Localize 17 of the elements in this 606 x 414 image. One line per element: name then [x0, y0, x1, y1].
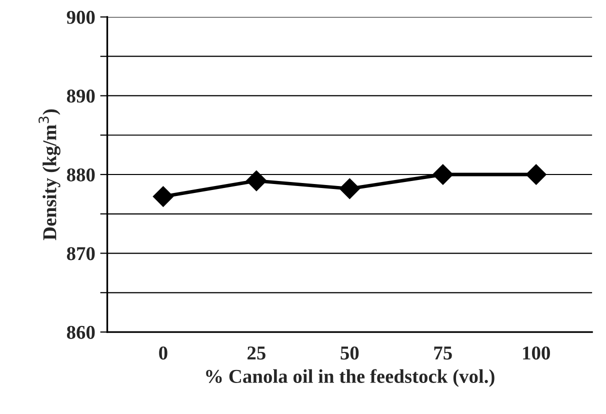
y-tick-label: 870	[66, 247, 95, 260]
point	[339, 178, 360, 200]
y-axis-title: Density (kg/m$^{3}$)	[38, 109, 60, 240]
x-axis-title: % Canola oil in the feedstock (vol.)	[206, 369, 494, 387]
point	[432, 164, 454, 185]
x-tick-label: 75	[434, 346, 452, 360]
x-tick-label: 25	[248, 346, 266, 360]
x-tick-label: 50	[340, 346, 359, 360]
y-tick-label: 890	[66, 90, 95, 103]
x-tick-label: 0	[159, 346, 168, 360]
x-tick-label: 100	[523, 346, 550, 360]
point	[152, 186, 174, 207]
point	[246, 170, 267, 192]
y-tick-label: 900	[66, 10, 95, 24]
y-tick-label: 860	[66, 326, 95, 339]
point	[526, 164, 546, 185]
y-tick-label: 880	[66, 168, 95, 182]
